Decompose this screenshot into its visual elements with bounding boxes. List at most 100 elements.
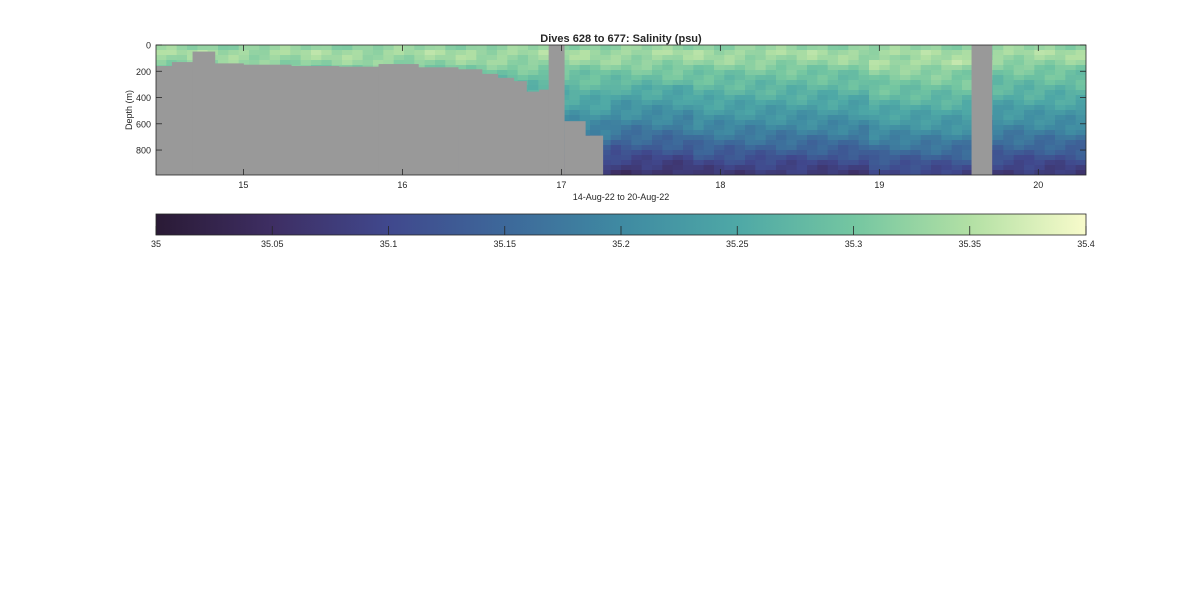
heatmap-cell: [889, 110, 901, 116]
heatmap-cell: [517, 55, 529, 61]
heatmap-cell: [962, 130, 973, 136]
heatmap-cell: [1003, 115, 1015, 121]
heatmap-cell: [1003, 90, 1015, 96]
heatmap-cell: [1013, 120, 1025, 126]
heatmap-cell: [641, 80, 653, 86]
heatmap-cell: [776, 155, 787, 161]
x-tick-label: 16: [397, 180, 407, 190]
heatmap-cell: [1013, 90, 1025, 96]
heatmap-cell: [745, 160, 756, 166]
heatmap-cell: [1034, 110, 1046, 116]
heatmap-cell: [1044, 70, 1056, 76]
colorbar-tick-label: 35.1: [380, 239, 398, 249]
heatmap-cell: [734, 85, 746, 91]
no-data-region: [418, 67, 459, 175]
x-tick-label: 19: [874, 180, 884, 190]
heatmap-cell: [631, 160, 643, 166]
heatmap-cell: [290, 45, 302, 51]
heatmap-cell: [621, 145, 632, 151]
heatmap-cell: [879, 165, 891, 171]
heatmap-cell: [879, 95, 891, 101]
heatmap-cell: [807, 55, 818, 61]
heatmap-cell: [807, 110, 818, 116]
x-tick-label: 18: [715, 180, 725, 190]
heatmap-cell: [1034, 165, 1046, 171]
heatmap-cell: [1003, 165, 1015, 171]
heatmap-cell: [1003, 160, 1015, 166]
heatmap-cell: [993, 100, 1004, 106]
heatmap-cell: [1075, 115, 1086, 121]
no-data-layer: [156, 45, 993, 175]
heatmap-cell: [672, 70, 684, 76]
heatmap-cell: [858, 120, 870, 126]
heatmap-cell: [197, 45, 209, 51]
heatmap-cell: [993, 145, 1004, 151]
heatmap-cell: [817, 120, 829, 126]
heatmap-cell: [662, 120, 674, 126]
heatmap-cell: [1065, 60, 1077, 66]
heatmap-cell: [1003, 125, 1015, 131]
heatmap-cell: [321, 55, 333, 61]
heatmap-cell: [1055, 50, 1066, 56]
heatmap-cell: [1075, 145, 1086, 151]
heatmap-cell: [765, 120, 777, 126]
heatmap-cell: [476, 45, 488, 51]
heatmap-cell: [796, 170, 808, 175]
heatmap-cell: [869, 170, 880, 175]
heatmap-cell: [600, 80, 612, 86]
heatmap-cell: [755, 165, 767, 171]
heatmap-cell: [610, 145, 622, 151]
heatmap-cell: [1055, 160, 1066, 166]
heatmap-cell: [796, 125, 808, 131]
colorbar-tick-label: 35.4: [1077, 239, 1095, 249]
heatmap-cell: [858, 65, 870, 71]
heatmap-cell: [631, 135, 643, 141]
heatmap-cell: [962, 65, 973, 71]
heatmap-cell: [1055, 95, 1066, 101]
heatmap-cell: [993, 130, 1004, 136]
heatmap-cell: [734, 115, 746, 121]
heatmap-cell: [703, 135, 715, 141]
heatmap-cell: [414, 45, 426, 51]
heatmap-cell: [796, 90, 808, 96]
heatmap-cell: [1024, 135, 1035, 141]
heatmap-cell: [569, 65, 581, 71]
heatmap-cell: [1013, 170, 1025, 175]
heatmap-cell: [714, 100, 725, 106]
heatmap-cell: [920, 140, 932, 146]
heatmap-cell: [714, 65, 725, 71]
heatmap-cell: [776, 90, 787, 96]
no-data-region: [214, 63, 244, 175]
heatmap-cell: [920, 170, 932, 175]
heatmap-cell: [569, 110, 581, 116]
heatmap-cell: [280, 55, 291, 61]
heatmap-cell: [734, 155, 746, 161]
heatmap-cell: [869, 110, 880, 116]
heatmap-cell: [858, 130, 870, 136]
heatmap-cell: [1024, 70, 1035, 76]
heatmap-cell: [807, 95, 818, 101]
heatmap-cell: [1013, 85, 1025, 91]
heatmap-cell: [776, 130, 787, 136]
heatmap-cell: [187, 45, 198, 51]
heatmap-cell: [1065, 155, 1077, 161]
heatmap-cell: [858, 75, 870, 81]
heatmap-cell: [631, 45, 643, 51]
heatmap-cell: [910, 145, 922, 151]
heatmap-cell: [858, 85, 870, 91]
heatmap-cell: [962, 100, 973, 106]
heatmap-cell: [827, 85, 839, 91]
heatmap-cell: [1065, 100, 1077, 106]
heatmap-cell: [776, 95, 787, 101]
heatmap-cell: [1044, 140, 1056, 146]
colorbar-tick-label: 35: [151, 239, 161, 249]
heatmap-cell: [228, 50, 240, 56]
heatmap-cell: [755, 140, 767, 146]
colorbar: 35 35.05 35.1 35.15 35.2 35.25 35.3 35.35 35.4: [151, 213, 1095, 249]
heatmap-cell: [858, 90, 870, 96]
heatmap-cell: [941, 170, 953, 175]
heatmap-cell: [445, 45, 457, 51]
heatmap-cell: [848, 165, 860, 171]
heatmap-cell: [600, 85, 612, 91]
heatmap-cell: [590, 55, 601, 61]
